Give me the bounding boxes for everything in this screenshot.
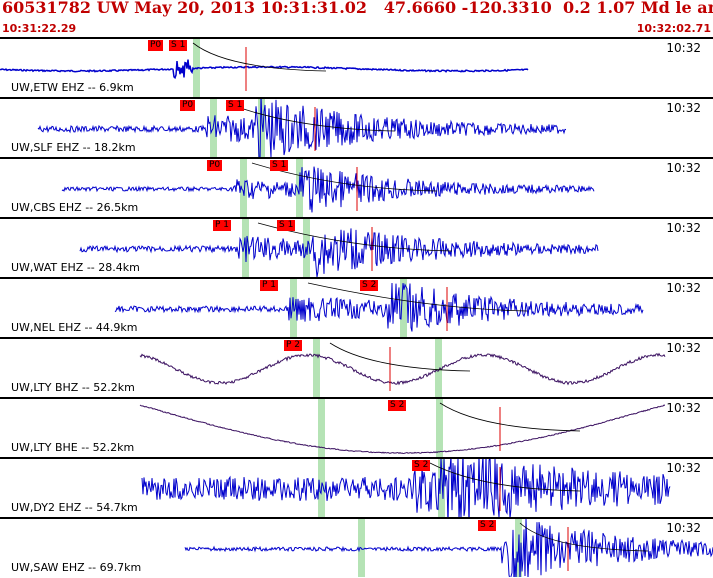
s-pick-marker[interactable]: S 2 (360, 280, 379, 291)
phase-window-band (436, 399, 443, 457)
phase-window-band (258, 99, 265, 157)
seismic-trace-line (139, 352, 666, 386)
trace-panel[interactable]: 10:32 UW,CBS EHZ -- 26.5km P0 S 1 (0, 157, 713, 217)
phase-window-band (400, 279, 407, 337)
trace-time-label: 10:32 (666, 461, 701, 475)
trace-station-label: UW,WAT EHZ -- 28.4km (11, 261, 140, 274)
s-pick-marker[interactable]: S 1 (270, 160, 289, 171)
trace-time-label: 10:32 (666, 161, 701, 175)
trace-station-label: UW,ETW EHZ -- 6.9km (11, 81, 134, 94)
trace-station-label: UW,NEL EHZ -- 44.9km (11, 321, 138, 334)
seismic-trace-line (139, 404, 666, 455)
p-pick-marker[interactable]: P 2 (284, 340, 303, 351)
p-pick-marker[interactable]: P0 (148, 40, 164, 51)
trace-panel[interactable]: 10:32 UW,LTY BHE -- 52.2km S 2 (0, 397, 713, 457)
residual-curve (439, 402, 581, 432)
residual-curve (307, 282, 528, 312)
s-pick-marker[interactable]: S 1 (277, 220, 296, 231)
trace-station-label: UW,SLF EHZ -- 18.2km (11, 141, 136, 154)
window-end-time: 10:32:02.71 (636, 22, 711, 35)
trace-time-label: 10:32 (666, 41, 701, 55)
s-pick-marker[interactable]: S 2 (478, 520, 497, 531)
trace-time-label: 10:32 (666, 281, 701, 295)
window-start-time: 10:31:22.29 (2, 22, 77, 35)
residual-curve (519, 522, 649, 552)
p-pick-marker[interactable]: P 1 (260, 280, 279, 291)
seismic-trace-line (141, 459, 671, 517)
trace-time-label: 10:32 (666, 101, 701, 115)
trace-panel[interactable]: 10:32 UW,ETW EHZ -- 6.9km P0 S 1 (0, 37, 713, 97)
trace-station-label: UW,DY2 EHZ -- 54.7km (11, 501, 138, 514)
residual-curve (329, 342, 471, 372)
trace-time-label: 10:32 (666, 341, 701, 355)
s-pick-marker[interactable]: S 1 (169, 40, 188, 51)
phase-window-band (438, 459, 445, 517)
trace-station-label: UW,LTY BHZ -- 52.2km (11, 381, 135, 394)
phase-window-band (435, 339, 442, 397)
trace-panel[interactable]: 10:32 UW,SAW EHZ -- 69.7km S 2 (0, 517, 713, 577)
phase-window-band (318, 399, 325, 457)
trace-panel[interactable]: 10:32 UW,NEL EHZ -- 44.9km P 1 S 2 (0, 277, 713, 337)
s-pick-marker[interactable]: S 2 (412, 460, 431, 471)
trace-station-label: UW,SAW EHZ -- 69.7km (11, 561, 142, 574)
trace-time-label: 10:32 (666, 221, 701, 235)
phase-window-band (240, 159, 247, 217)
waveform (114, 279, 644, 337)
trace-panel[interactable]: 10:32 UW,WAT EHZ -- 28.4km P 1 S 1 (0, 217, 713, 277)
trace-panel[interactable]: 10:32 UW,SLF EHZ -- 18.2km P0 S 1 (0, 97, 713, 157)
event-title: 60531782 UW May 20, 2013 10:31:31.02 47.… (2, 0, 713, 17)
seismic-trace-line (61, 166, 595, 213)
trace-station-label: UW,LTY BHE -- 52.2km (11, 441, 135, 454)
trace-time-label: 10:32 (666, 521, 701, 535)
phase-window-band (313, 339, 320, 397)
trace-panels: 10:32 UW,ETW EHZ -- 6.9km P0 S 1 10:32 U… (0, 37, 713, 577)
waveform (139, 339, 666, 397)
waveform (139, 399, 666, 457)
s-pick-marker[interactable]: S 1 (226, 100, 245, 111)
s-pick-marker[interactable]: S 2 (388, 400, 407, 411)
p-pick-marker[interactable]: P0 (180, 100, 196, 111)
p-pick-marker[interactable]: P 1 (213, 220, 232, 231)
waveform (0, 39, 529, 97)
seismic-trace-line (79, 228, 599, 277)
trace-time-label: 10:32 (666, 401, 701, 415)
event-header: 60531782 UW May 20, 2013 10:31:31.02 47.… (0, 0, 713, 36)
waveform (184, 519, 713, 577)
trace-panel[interactable]: 10:32 UW,DY2 EHZ -- 54.7km S 2 (0, 457, 713, 517)
residual-curve (192, 42, 327, 72)
seismic-trace-line (184, 519, 713, 577)
seismic-trace-line (37, 99, 567, 157)
trace-panel[interactable]: 10:32 UW,LTY BHZ -- 52.2km P 2 (0, 337, 713, 397)
seismic-trace-line (0, 59, 529, 80)
p-pick-marker[interactable]: P0 (207, 160, 223, 171)
trace-station-label: UW,CBS EHZ -- 26.5km (11, 201, 139, 214)
seismic-trace-line (114, 282, 644, 332)
residual-curve (429, 462, 581, 492)
waveform (141, 459, 671, 517)
